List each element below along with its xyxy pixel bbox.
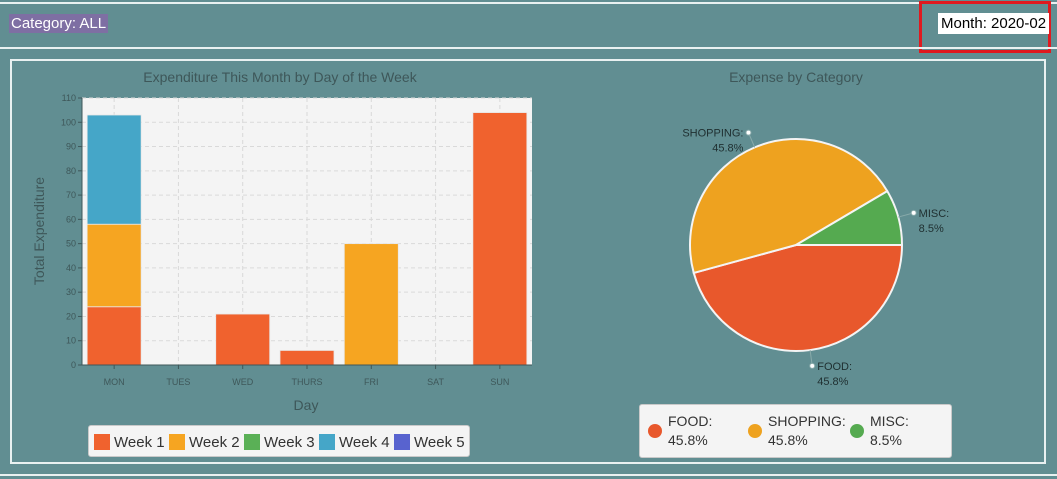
category-label[interactable]: Category: ALL [9, 14, 109, 33]
pie-legend-pct-shopping: 45.8% [768, 432, 808, 448]
bar-mon-week-1 [86, 306, 142, 366]
pie-label-name-misc: MISC: [919, 208, 950, 220]
pie-label-dot-food [809, 362, 816, 369]
legend-swatch-week-4 [319, 434, 335, 450]
x-tick-label-sun: SUN [490, 377, 509, 387]
month-label[interactable]: Month: 2020-02 [938, 13, 1050, 34]
pie-label-name-shopping: SHOPPING: [682, 128, 743, 140]
top-border [0, 2, 1057, 4]
bar-series [86, 112, 528, 366]
pie-legend-label-food: FOOD [668, 413, 709, 429]
bar-y-axis-label: Total Expenditure [31, 177, 47, 285]
y-tick-label: 100 [61, 117, 76, 127]
pie-legend-dot-food [648, 424, 662, 438]
legend-swatch-week-5 [394, 434, 410, 450]
bar-x-axis-label: Day [294, 397, 319, 413]
pie-label-dot-misc [910, 209, 917, 216]
charts-panel [10, 59, 1046, 464]
legend-label-week-4: Week 4 [339, 433, 390, 451]
x-tick-label-thurs: THURS [292, 377, 323, 387]
y-tick-label: 90 [66, 142, 76, 152]
bar-sun-week-1 [472, 112, 528, 366]
legend-week-3: Week 3 [244, 432, 315, 452]
x-tick-label-mon: MON [104, 377, 125, 387]
pie-legend-label-shopping: SHOPPING [768, 413, 842, 429]
y-tick-label: 110 [62, 93, 76, 103]
pie-legend-pct-food: 45.8% [668, 432, 708, 448]
pie-label-pct-shopping: 45.8% [712, 143, 743, 155]
y-tick-label: 20 [66, 311, 76, 321]
pie-legend-misc: MISC: 8.5% [850, 412, 909, 450]
bar-fri-week-2 [343, 243, 399, 366]
pie-legend-dot-shopping [748, 424, 762, 438]
pie-labels: FOOD: 45.8% SHOPPING: 45.8% MISC: 8.5% [682, 128, 949, 388]
pie-label-pct-food: 45.8% [817, 376, 848, 388]
y-tick-label: 80 [66, 166, 76, 176]
y-tick-label: 50 [66, 239, 76, 249]
y-tick-label: 70 [66, 190, 76, 200]
y-tick-label: 60 [66, 214, 76, 224]
legend-label-week-5: Week 5 [414, 433, 465, 451]
x-tick-label-fri: FRI [364, 377, 379, 387]
legend-week-5: Week 5 [394, 432, 465, 452]
legend-label-week-3: Week 3 [264, 433, 315, 451]
legend-label-week-2: Week 2 [189, 433, 240, 451]
bar-thurs-week-1 [279, 350, 335, 366]
pie-label-dot-shopping [745, 129, 752, 136]
y-tick-label: 40 [66, 263, 76, 273]
legend-week-2: Week 2 [169, 432, 240, 452]
pie-slices [689, 138, 904, 352]
pie-legend-pct-misc: 8.5% [870, 432, 902, 448]
pie-slice-misc [792, 189, 904, 246]
bar-chart-title: Expenditure This Month by Day of the Wee… [143, 69, 417, 85]
pie-legend: FOOD: 45.8% SHOPPING: 45.8% MISC: 8.5% [639, 404, 952, 458]
pie-label-name-food: FOOD: [817, 361, 852, 373]
month-highlight-box [919, 1, 1051, 53]
pie-chart-title: Expense by Category [729, 69, 863, 85]
x-tick-label-sat: SAT [427, 377, 444, 387]
legend-week-4: Week 4 [319, 432, 390, 452]
pie-legend-label-misc: MISC [870, 413, 905, 429]
x-tick-label-tues: TUES [166, 377, 190, 387]
pie-legend-shopping: SHOPPING: 45.8% [748, 412, 846, 450]
pie-label-pct-misc: 8.5% [919, 223, 944, 235]
y-tick-label: 30 [66, 287, 76, 297]
y-tick-label: 10 [66, 336, 76, 346]
bar-mon-week-4 [86, 114, 142, 225]
legend-week-1: Week 1 [94, 432, 165, 452]
y-tick-label: 0 [71, 360, 76, 370]
bottom-border [0, 474, 1057, 476]
legend-swatch-week-2 [169, 434, 185, 450]
legend-swatch-week-1 [94, 434, 110, 450]
pie-legend-food: FOOD: 45.8% [648, 412, 712, 450]
x-tick-label-wed: WED [232, 377, 253, 387]
legend-swatch-week-3 [244, 434, 260, 450]
legend-label-week-1: Week 1 [114, 433, 165, 451]
bar-mon-week-2 [86, 223, 142, 308]
bar-wed-week-1 [215, 313, 271, 366]
header-separator [0, 47, 1057, 49]
pie-legend-dot-misc [850, 424, 864, 438]
bar-y-ticks: 0 10 20 30 40 50 60 70 80 90 100 110 [61, 93, 82, 370]
bar-x-ticks: MON TUES WED THURS FRI SAT SUN [104, 365, 509, 387]
bar-legend: Week 1 Week 2 Week 3 Week 4 Week 5 [88, 425, 470, 457]
